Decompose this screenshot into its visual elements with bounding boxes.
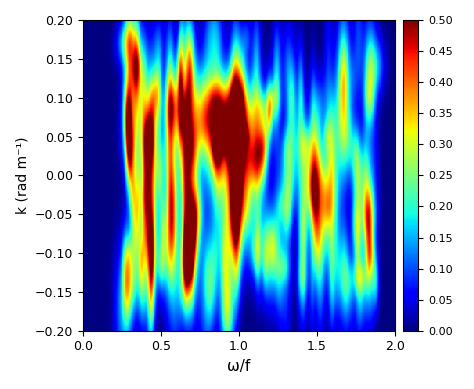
Y-axis label: k (rad m⁻¹): k (rad m⁻¹) — [15, 137, 29, 214]
X-axis label: ω/f: ω/f — [228, 359, 251, 374]
